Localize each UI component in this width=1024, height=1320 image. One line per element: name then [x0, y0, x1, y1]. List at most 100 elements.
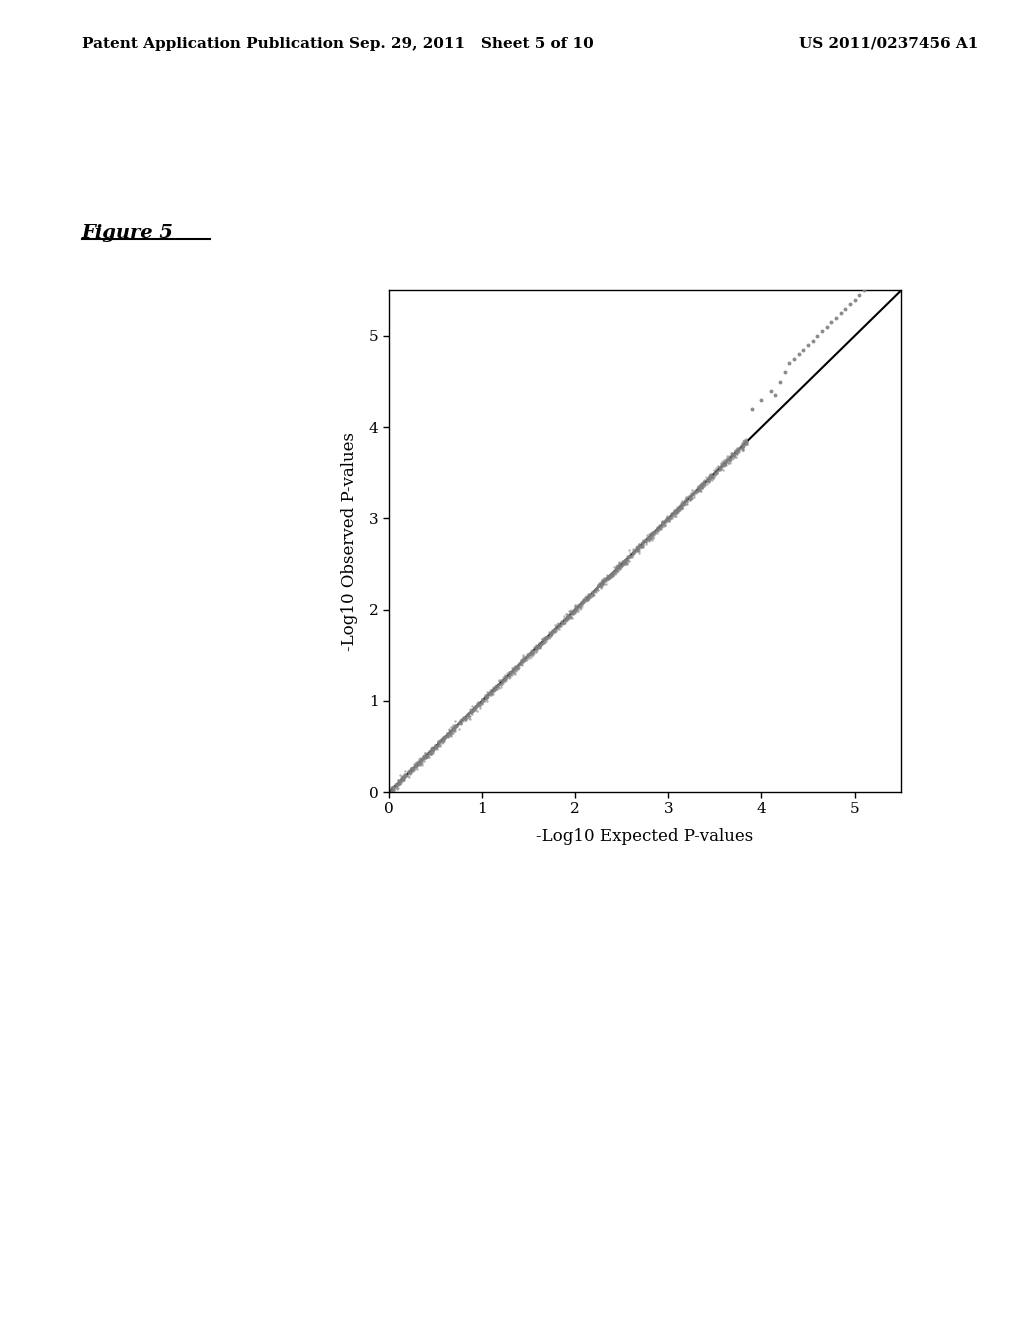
Point: [694, 474, 711, 495]
Point: [390, 770, 407, 791]
Point: [692, 475, 709, 496]
Point: [544, 622, 560, 643]
Point: [706, 465, 722, 486]
Point: [529, 638, 546, 659]
Point: [526, 636, 543, 657]
Point: [722, 449, 738, 470]
Point: [395, 768, 412, 789]
Point: [611, 557, 628, 578]
Point: [527, 636, 544, 657]
Point: [677, 490, 693, 511]
Point: [523, 644, 540, 665]
Point: [475, 690, 492, 711]
Point: [671, 499, 687, 520]
Point: [617, 554, 634, 576]
Point: [441, 722, 458, 743]
Point: [609, 558, 626, 579]
Point: [423, 743, 439, 764]
Point: [493, 675, 509, 696]
Point: [565, 602, 582, 623]
Point: [602, 565, 618, 586]
Point: [683, 484, 699, 506]
Point: [387, 777, 403, 799]
Point: [595, 570, 611, 591]
Point: [505, 657, 521, 678]
Point: [555, 605, 571, 626]
Point: [443, 718, 460, 739]
Point: [513, 649, 529, 671]
Point: [621, 546, 637, 568]
Point: [607, 556, 624, 577]
Point: [649, 517, 666, 539]
Point: [577, 590, 593, 611]
Point: [692, 477, 709, 498]
Point: [738, 429, 755, 450]
Point: [648, 519, 665, 540]
Point: [531, 636, 548, 657]
Point: [538, 627, 554, 648]
Point: [540, 626, 556, 647]
Point: [700, 471, 717, 492]
Point: [425, 741, 441, 762]
Point: [432, 729, 449, 750]
Point: [482, 685, 499, 706]
Point: [687, 479, 703, 500]
Point: [726, 444, 742, 465]
Point: [443, 722, 460, 743]
Point: [800, 334, 816, 355]
Point: [434, 726, 451, 747]
Point: [651, 516, 668, 537]
Point: [847, 289, 863, 310]
Point: [695, 475, 712, 496]
Point: [532, 635, 549, 656]
Point: [511, 652, 527, 673]
Point: [486, 680, 503, 701]
Point: [593, 572, 609, 593]
Point: [595, 573, 611, 594]
Point: [389, 771, 406, 792]
Point: [434, 730, 451, 751]
Point: [428, 735, 444, 756]
Point: [631, 535, 647, 556]
Point: [646, 521, 663, 543]
Point: [717, 454, 733, 475]
Point: [728, 438, 744, 459]
Point: [717, 455, 733, 477]
Point: [523, 643, 540, 664]
Point: [856, 280, 872, 301]
Point: [473, 688, 489, 709]
Point: [709, 462, 725, 483]
Point: [415, 752, 431, 774]
Point: [590, 574, 606, 595]
Point: [719, 447, 735, 469]
Point: [390, 772, 407, 793]
Point: [609, 554, 626, 576]
Point: [697, 469, 714, 490]
Point: [507, 656, 523, 677]
Point: [736, 434, 753, 455]
Point: [457, 708, 473, 729]
Point: [663, 506, 679, 527]
Point: [598, 568, 614, 589]
Point: [637, 531, 653, 552]
Point: [713, 458, 729, 479]
Point: [732, 438, 749, 459]
Point: [468, 696, 484, 717]
Point: [728, 440, 744, 461]
Point: [660, 507, 677, 528]
Point: [574, 594, 591, 615]
Point: [536, 631, 552, 652]
Point: [716, 455, 732, 477]
Point: [796, 339, 812, 360]
Point: [503, 661, 519, 682]
Point: [679, 491, 695, 512]
Point: [431, 735, 447, 756]
Point: [536, 628, 552, 649]
Point: [734, 440, 751, 461]
Point: [473, 692, 489, 713]
Point: [412, 752, 428, 774]
Point: [606, 561, 623, 582]
Point: [418, 747, 434, 768]
Point: [726, 445, 742, 466]
Point: [386, 779, 402, 800]
